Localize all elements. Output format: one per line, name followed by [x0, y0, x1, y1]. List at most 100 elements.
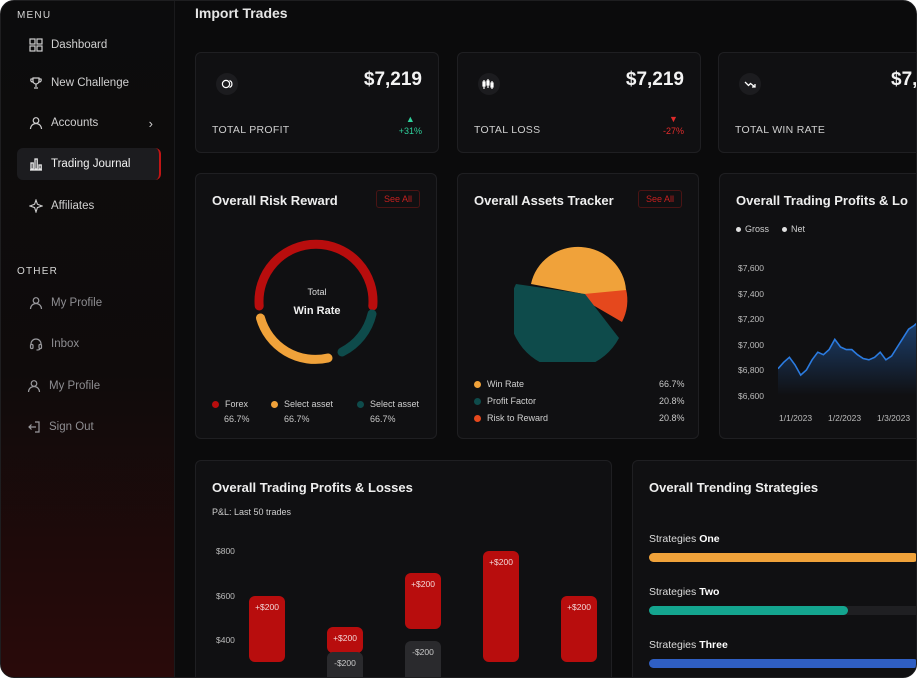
card-subtitle: P&L: Last 50 trades: [212, 507, 292, 517]
sidebar-item-label: Trading Journal: [51, 158, 131, 170]
sidebar-item-label: My Profile: [51, 297, 103, 309]
y-tick-label: $400: [216, 635, 235, 645]
user-icon: [27, 379, 41, 393]
donut-center-top: Total: [307, 287, 327, 297]
donut-segment-forex: [254, 239, 378, 311]
legend-item: Profit Factor: [474, 396, 536, 406]
legend-dot: [271, 400, 278, 408]
legend-item: Select asset: [271, 399, 333, 409]
bar-value-label: +$200: [333, 632, 357, 643]
y-tick-label: $6,800: [738, 365, 764, 375]
bar-negative[interactable]: -$200: [327, 652, 363, 677]
risk-reward-donut: [254, 239, 378, 364]
y-tick-label: $7,600: [738, 263, 764, 273]
legend-dot: [736, 226, 741, 232]
sidebar-item-label: New Challenge: [51, 77, 129, 89]
y-tick-label: $800: [216, 546, 235, 556]
sidebar-item-trading-journal[interactable]: Trading Journal: [17, 148, 161, 180]
headset-icon: [29, 337, 43, 351]
legend-label: Risk to Reward: [487, 413, 549, 423]
bar-chart-icon: [29, 157, 43, 171]
donut-center-bottom: Win Rate: [293, 305, 341, 317]
bar-positive[interactable]: +$200: [561, 595, 597, 663]
legend-item: Select asset: [357, 399, 419, 409]
sidebar-item-my-profile[interactable]: My Profile: [17, 287, 161, 319]
card-title: Overall Trading Profits & Losses: [212, 480, 413, 495]
bar-value-label: -$200: [412, 647, 434, 657]
stat-value: $7,: [891, 69, 917, 90]
strategy-progress-track: [649, 659, 916, 668]
bar-positive[interactable]: +$200: [483, 551, 519, 663]
see-all-button[interactable]: See All: [638, 190, 683, 208]
card-title: Overall Trending Strategies: [649, 480, 819, 495]
sidebar-item-sign-out[interactable]: Sign Out: [15, 411, 159, 443]
legend-dot: [212, 400, 219, 408]
logout-icon: [27, 420, 41, 434]
y-tick-label: $7,200: [738, 314, 764, 324]
y-tick-label: $600: [216, 591, 235, 601]
sidebar-item-label: My Profile: [49, 380, 101, 392]
bar-negative[interactable]: -$200: [405, 641, 441, 677]
line-series-gross: [778, 322, 916, 377]
sidebar-item-label: Inbox: [51, 338, 80, 350]
x-tick-label: 1/3/2023: [877, 413, 911, 423]
legend-value: 66.7%: [370, 414, 396, 424]
delta-down: ▼ -27%: [663, 113, 684, 137]
stat-value: $7,219: [363, 69, 422, 90]
sidebar-item-new-challenge[interactable]: New Challenge: [17, 67, 161, 99]
stat-value: $7,219: [625, 69, 684, 90]
sidebar-item-label: Dashboard: [51, 39, 108, 51]
legend-value: 66.7%: [659, 379, 685, 389]
sidebar-item-my-profile-2[interactable]: My Profile: [15, 370, 159, 402]
sidebar: MENU Dashboard New Challenge Accounts ›: [1, 1, 175, 677]
bar-value-label: +$200: [411, 579, 435, 590]
sidebar-item-affiliates[interactable]: Affiliates: [17, 190, 161, 222]
strategy-prefix: Strategies: [649, 639, 697, 651]
legend-value: 66.7%: [284, 414, 310, 424]
legend-dot: [474, 380, 481, 388]
bar-value-label: +$200: [567, 601, 591, 612]
chevron-right-icon[interactable]: ›: [148, 115, 153, 131]
sidebar-item-inbox[interactable]: Inbox: [17, 328, 161, 360]
stat-label: TOTAL WIN RATE: [735, 124, 826, 136]
strategy-label: Strategies One: [649, 533, 720, 545]
candles-icon: [478, 73, 500, 95]
sidebar-item-label: Sign Out: [49, 421, 94, 433]
strategy-progress-track: [649, 606, 916, 615]
line-area: [778, 323, 916, 396]
sidebar-item-label: Accounts: [51, 117, 99, 129]
strategies-card: Overall Trending Strategies Strategies O…: [632, 460, 916, 677]
bar-value-label: +$200: [489, 557, 513, 567]
x-tick-label: 1/2/2023: [828, 413, 862, 423]
legend-value: 20.8%: [659, 413, 685, 423]
sidebar-item-accounts[interactable]: Accounts ›: [17, 107, 161, 139]
coins-icon: [216, 73, 238, 95]
bar-positive[interactable]: +$200: [405, 573, 441, 629]
legend-label: Gross: [745, 224, 770, 234]
delta-value: +31%: [398, 126, 422, 136]
card-title: Overall Risk Reward: [212, 193, 338, 208]
strategy-progress-track: [649, 553, 916, 562]
stat-label: TOTAL LOSS: [474, 124, 541, 136]
legend-label: Select asset: [284, 399, 334, 409]
legend-dot: [782, 226, 787, 232]
line-chart: [778, 322, 916, 396]
assets-tracker-card: Overall Assets Tracker See All Win Rate …: [457, 173, 699, 439]
strategy-progress-fill: [649, 659, 916, 668]
strategy-progress-fill: [649, 553, 916, 562]
legend-label: Forex: [225, 399, 249, 409]
card-title: Overall Trading Profits & Lo: [736, 193, 908, 208]
sidebar-item-dashboard[interactable]: Dashboard: [17, 29, 161, 61]
sparkle-icon: [28, 198, 44, 214]
legend-dot: [474, 414, 481, 422]
strategy-progress-fill: [649, 606, 848, 615]
arrow-up-icon: ▲: [405, 114, 415, 124]
bar-positive[interactable]: +$200: [249, 595, 285, 663]
see-all-button[interactable]: See All: [376, 190, 421, 208]
trophy-icon: [29, 76, 43, 90]
legend-item-net: Net: [782, 224, 805, 234]
card-title: Overall Assets Tracker: [474, 193, 614, 208]
bar-positive[interactable]: +$200: [327, 626, 363, 654]
stat-label: TOTAL PROFIT: [212, 124, 290, 136]
pie-slice-risk-to-reward: [514, 284, 619, 362]
